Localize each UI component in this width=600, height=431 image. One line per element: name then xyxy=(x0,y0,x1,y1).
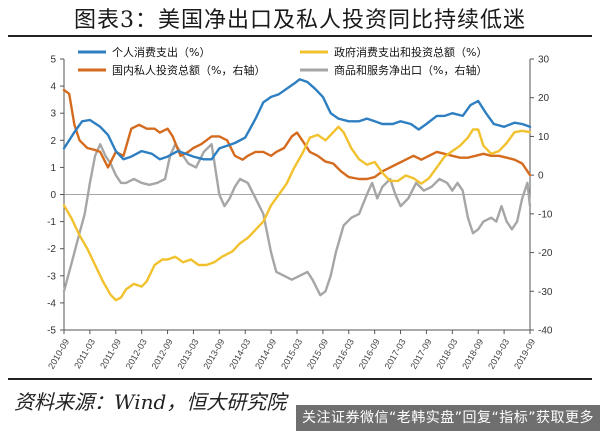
left-tick-label: 0 xyxy=(50,190,56,201)
left-tick-label: -2 xyxy=(47,244,56,255)
watermark-banner: 关注证券微信“老韩实盘”回复“指标”获取更多 xyxy=(295,405,600,431)
right-tick-label: -10 xyxy=(538,209,553,220)
series-line-3 xyxy=(62,143,532,297)
x-tick-label: 2015-03 xyxy=(279,337,304,371)
x-tick-label: 2017-03 xyxy=(383,337,408,371)
right-tick-label: 30 xyxy=(538,55,550,66)
title-rule xyxy=(8,35,592,37)
x-tick-label: 2015-09 xyxy=(305,337,330,371)
source-note: 资料来源：Wind，恒大研究院 xyxy=(14,390,287,414)
x-tick-label: 2014-03 xyxy=(227,337,252,371)
x-tick-label: 2012-03 xyxy=(124,337,149,371)
x-tick-label: 2019-03 xyxy=(486,337,511,371)
bottom-rule xyxy=(8,378,592,380)
left-tick-label: 3 xyxy=(50,109,56,120)
x-tick-label: 2011-09 xyxy=(98,337,123,370)
x-tick-label: 2018-09 xyxy=(460,337,485,371)
watermark-text: 关注证券微信“老韩实盘”回复“指标”获取更多 xyxy=(301,410,594,426)
left-tick-label: -3 xyxy=(47,271,56,282)
x-tick-label: 2013-09 xyxy=(201,337,226,371)
right-tick-label: 10 xyxy=(538,132,550,143)
right-tick-label: -30 xyxy=(538,287,553,298)
left-tick-label: 2 xyxy=(50,136,56,147)
legend: 个人消费支出（%） 政府消费支出和投资总额（%） 国内私人投资总额（%，右轴） 商品和… xyxy=(78,45,487,77)
left-tick-label: -4 xyxy=(47,298,56,309)
right-tick-label: 0 xyxy=(538,171,544,182)
legend-label-0: 个人消费支出（%） xyxy=(112,45,210,59)
right-tick-label: -40 xyxy=(538,326,553,337)
x-tick-label: 2016-09 xyxy=(357,337,382,371)
x-tick-label: 2014-09 xyxy=(253,337,278,371)
chart-title: 图表3：美国净出口及私人投资同比持续低迷 xyxy=(74,8,526,33)
left-tick-label: -5 xyxy=(47,326,56,337)
series-line-0 xyxy=(62,78,532,161)
x-tick-label: 2017-09 xyxy=(408,337,433,371)
left-tick-label: 1 xyxy=(50,163,56,174)
right-tick-label: -20 xyxy=(538,248,553,259)
legend-label-2: 国内私人投资总额（%，右轴） xyxy=(112,63,265,77)
x-tick-label: 2016-03 xyxy=(331,337,356,371)
x-tick-label: 2012-09 xyxy=(150,337,175,371)
legend-label-1: 政府消费支出和投资总额（%） xyxy=(334,45,487,59)
x-tick-label: 2018-03 xyxy=(434,337,459,371)
series-layer xyxy=(62,78,532,302)
left-tick-label: -1 xyxy=(47,217,56,228)
x-tick-label: 2013-03 xyxy=(175,337,200,371)
x-tick-label: 2011-03 xyxy=(72,337,97,370)
chart: -5-4-3-2-1012345-40-30-20-1001020302010-… xyxy=(46,45,553,371)
right-tick-label: 20 xyxy=(538,93,550,104)
left-tick-label: 4 xyxy=(50,82,56,93)
x-tick-label: 2019-09 xyxy=(512,337,537,371)
legend-label-3: 商品和服务净出口（%，右轴） xyxy=(334,63,487,77)
left-tick-label: 5 xyxy=(50,55,56,66)
series-line-1 xyxy=(62,125,532,302)
x-tick-label: 2010-09 xyxy=(46,337,71,371)
series-line-2 xyxy=(62,88,532,181)
